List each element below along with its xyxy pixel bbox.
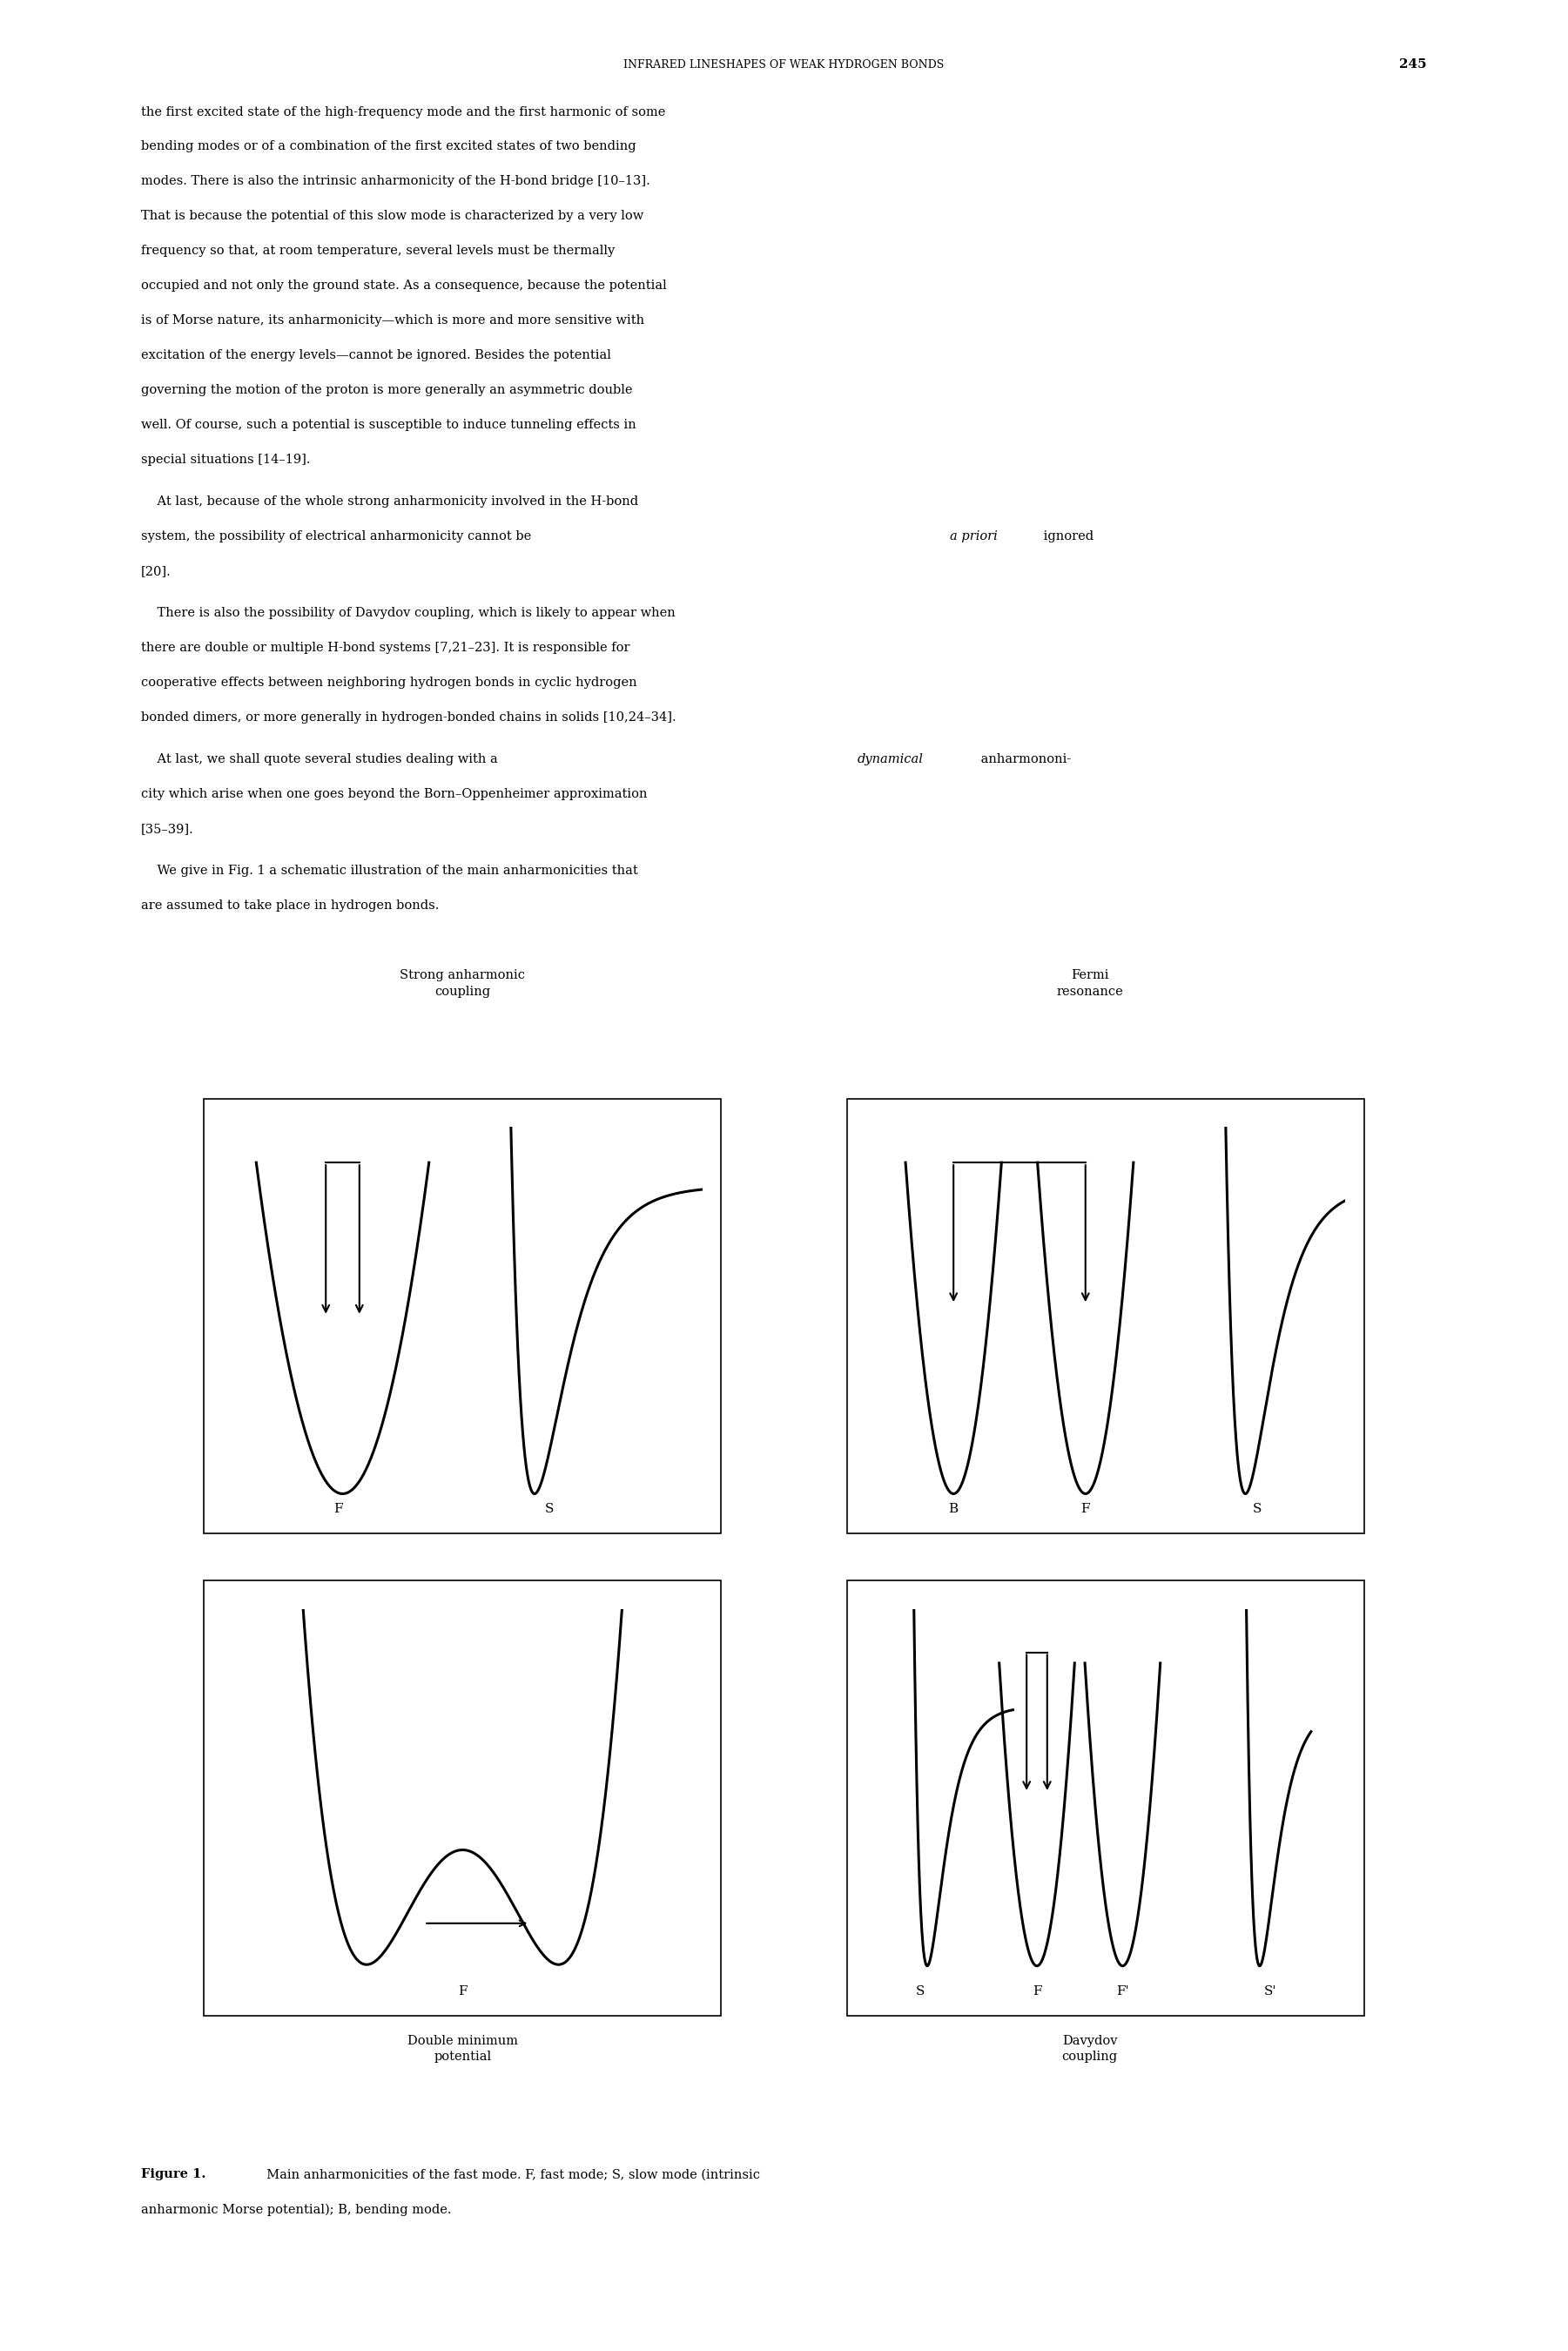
Text: S': S' [1264,1984,1276,1998]
Text: Figure 1.: Figure 1. [141,2168,205,2182]
Text: Davydov
coupling: Davydov coupling [1062,2034,1118,2062]
Text: [35–39].: [35–39]. [141,823,194,835]
Text: There is also the possibility of Davydov coupling, which is likely to appear whe: There is also the possibility of Davydov… [141,607,676,618]
Text: Double minimum
potential: Double minimum potential [408,2034,517,2062]
Text: is of Morse nature, its anharmonicity—which is more and more sensitive with: is of Morse nature, its anharmonicity—wh… [141,315,644,327]
Text: frequency so that, at room temperature, several levels must be thermally: frequency so that, at room temperature, … [141,245,615,256]
Text: bonded dimers, or more generally in hydrogen-bonded chains in solids [10,24–34].: bonded dimers, or more generally in hydr… [141,712,676,724]
Text: F': F' [1116,1984,1129,1998]
Text: special situations [14–19].: special situations [14–19]. [141,454,310,465]
Text: ignored: ignored [1040,531,1093,543]
Text: F: F [334,1502,342,1516]
Text: well. Of course, such a potential is susceptible to induce tunneling effects in: well. Of course, such a potential is sus… [141,418,637,430]
Text: That is because the potential of this slow mode is characterized by a very low: That is because the potential of this sl… [141,209,644,223]
Text: city which arise when one goes beyond the Born–Oppenheimer approximation: city which arise when one goes beyond th… [141,788,648,799]
Text: B: B [949,1502,958,1516]
Text: Fermi
resonance: Fermi resonance [1057,969,1123,997]
Text: [20].: [20]. [141,564,171,578]
FancyBboxPatch shape [847,1098,1364,1533]
Text: there are double or multiple H-bond systems [7,21–23]. It is responsible for: there are double or multiple H-bond syst… [141,642,630,654]
Text: anharmononi-: anharmononi- [977,752,1071,766]
FancyBboxPatch shape [847,1580,1364,2015]
Text: At last, we shall quote several studies dealing with a: At last, we shall quote several studies … [141,752,502,766]
Text: anharmonic Morse potential); B, bending mode.: anharmonic Morse potential); B, bending … [141,2203,452,2217]
Text: F: F [1032,1984,1041,1998]
Text: are assumed to take place in hydrogen bonds.: are assumed to take place in hydrogen bo… [141,900,439,912]
Text: excitation of the energy levels—cannot be ignored. Besides the potential: excitation of the energy levels—cannot b… [141,350,612,362]
Text: a priori: a priori [950,531,997,543]
Text: S: S [544,1502,554,1516]
Text: F: F [458,1984,467,1998]
Text: bending modes or of a combination of the first excited states of two bending: bending modes or of a combination of the… [141,141,637,153]
Text: governing the motion of the proton is more generally an asymmetric double: governing the motion of the proton is mo… [141,383,632,397]
Text: occupied and not only the ground state. As a consequence, because the potential: occupied and not only the ground state. … [141,280,666,292]
Text: the first excited state of the high-frequency mode and the first harmonic of som: the first excited state of the high-freq… [141,106,665,118]
Text: modes. There is also the intrinsic anharmonicity of the H-bond bridge [10–13].: modes. There is also the intrinsic anhar… [141,176,651,188]
Text: We give in Fig. 1 a schematic illustration of the main anharmonicities that: We give in Fig. 1 a schematic illustrati… [141,865,638,877]
FancyBboxPatch shape [204,1580,721,2015]
Text: F: F [1080,1502,1090,1516]
Text: INFRARED LINESHAPES OF WEAK HYDROGEN BONDS: INFRARED LINESHAPES OF WEAK HYDROGEN BON… [624,59,944,71]
Text: cooperative effects between neighboring hydrogen bonds in cyclic hydrogen: cooperative effects between neighboring … [141,677,637,689]
Text: Main anharmonicities of the fast mode. F, fast mode; S, slow mode (intrinsic: Main anharmonicities of the fast mode. F… [259,2168,760,2182]
Text: system, the possibility of electrical anharmonicity cannot be: system, the possibility of electrical an… [141,531,535,543]
FancyBboxPatch shape [204,1098,721,1533]
Text: S: S [1253,1502,1262,1516]
Text: Strong anharmonic
coupling: Strong anharmonic coupling [400,969,525,997]
Text: At last, because of the whole strong anharmonicity involved in the H-bond: At last, because of the whole strong anh… [141,496,638,508]
Text: S: S [916,1984,925,1998]
Text: 245: 245 [1399,59,1427,71]
Text: dynamical: dynamical [858,752,924,766]
